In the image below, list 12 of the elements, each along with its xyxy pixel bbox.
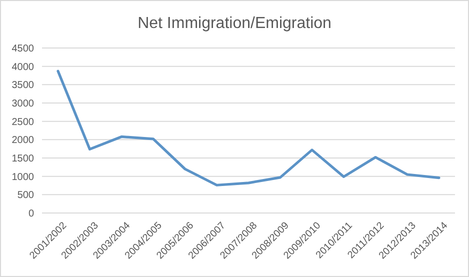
y-tick-label: 3500: [12, 80, 34, 92]
y-tick-label: 2500: [12, 116, 34, 128]
y-tick-label: 1500: [12, 154, 34, 164]
line-series: [56, 70, 440, 186]
y-tick-label: 2000: [12, 135, 34, 146]
y-tick-label: 3000: [12, 98, 34, 110]
y-tick-label: 4500: [12, 44, 34, 54]
y-tick-label: 1000: [12, 172, 34, 183]
chart-title: Net Immigration/Emigration: [138, 15, 332, 32]
y-tick-label: 500: [17, 190, 34, 202]
y-tick-label: 4000: [12, 62, 34, 73]
y-tick-label: 0: [28, 208, 34, 220]
